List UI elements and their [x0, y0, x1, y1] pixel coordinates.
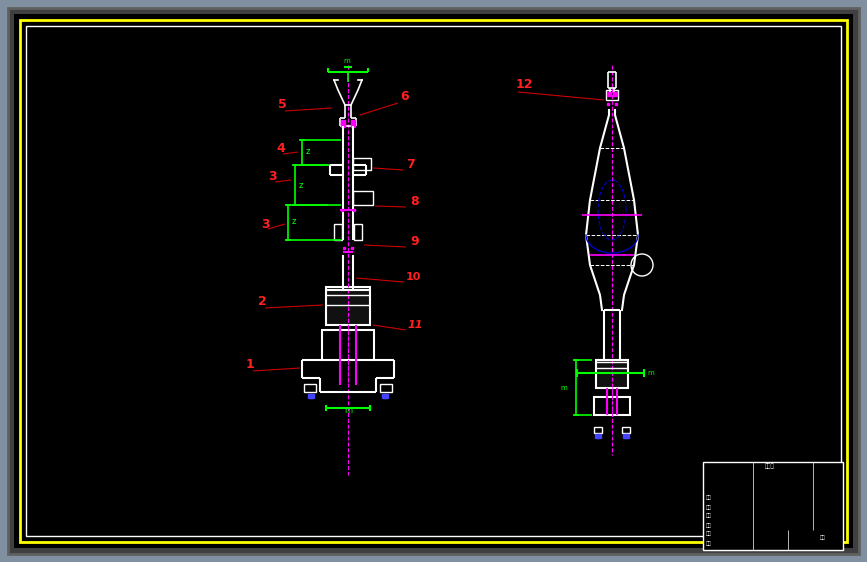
Text: 2: 2 [258, 295, 267, 308]
Text: 1: 1 [246, 358, 255, 371]
Text: z: z [292, 217, 297, 226]
Text: 8: 8 [410, 195, 419, 208]
Text: 4: 4 [276, 142, 284, 155]
Text: m: m [561, 385, 567, 391]
Text: 12: 12 [516, 78, 533, 91]
Polygon shape [703, 462, 843, 550]
Text: m: m [344, 406, 352, 415]
Text: 制图: 制图 [706, 514, 712, 519]
Text: z: z [299, 180, 303, 189]
Polygon shape [14, 14, 853, 548]
Text: 9: 9 [410, 235, 419, 248]
Text: 10: 10 [406, 272, 421, 282]
Text: 图号: 图号 [820, 536, 826, 541]
Text: 设计: 设计 [706, 505, 712, 510]
Polygon shape [326, 287, 370, 325]
Text: 6: 6 [400, 90, 408, 103]
Text: 7: 7 [406, 158, 414, 171]
Polygon shape [596, 360, 628, 388]
Text: 3: 3 [261, 218, 270, 231]
Text: 批准: 批准 [706, 541, 712, 546]
Text: 比例: 比例 [706, 496, 712, 501]
Text: z: z [306, 147, 310, 156]
Text: m: m [647, 370, 654, 376]
Text: 审定: 审定 [706, 532, 712, 537]
Text: 11: 11 [408, 320, 423, 330]
Text: 3: 3 [268, 170, 277, 183]
Text: 5: 5 [278, 98, 287, 111]
Text: 校核: 校核 [706, 523, 712, 528]
Text: m: m [343, 58, 350, 64]
Polygon shape [8, 8, 859, 554]
Text: 标题栏: 标题栏 [765, 463, 775, 469]
